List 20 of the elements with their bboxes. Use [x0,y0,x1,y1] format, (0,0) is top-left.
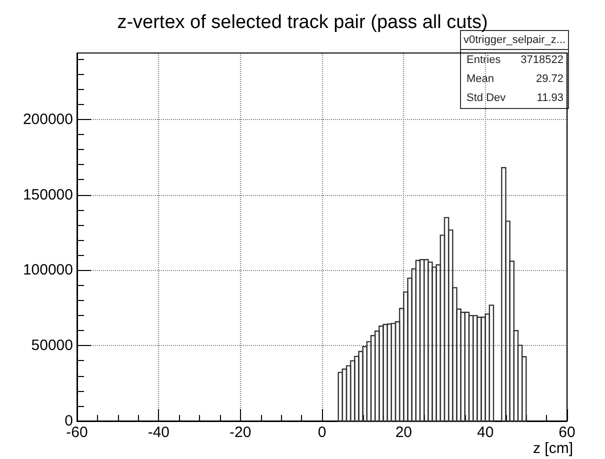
y-tick-label: 0 [64,412,73,430]
y-tick-label: 50000 [31,337,73,354]
annotation: 29.72 [536,73,564,85]
x-tick-label: 40 [476,424,494,441]
text: v0trigger_selpair_z... [463,34,566,46]
y-tick-label: 150000 [22,186,73,204]
annotation: Entries [466,54,502,66]
annotation: 3718522 [520,54,564,66]
x-tick-label: 0 [318,424,326,441]
x-axis-title: z [cm] [533,440,573,457]
chart-title: z-vertex of selected track pair (pass all cuts) [117,12,488,33]
annotation: Mean [466,73,494,85]
x-tick-label: 60 [558,424,576,441]
annotation: 11.93 [536,92,564,104]
x-tick-label: 20 [395,424,412,441]
y-tick-label: 100000 [22,262,73,279]
x-tick-label: -20 [229,424,252,441]
y-tick-label: 200000 [22,110,73,128]
x-tick-label: -40 [148,424,170,441]
annotation: Std Dev [466,92,506,104]
